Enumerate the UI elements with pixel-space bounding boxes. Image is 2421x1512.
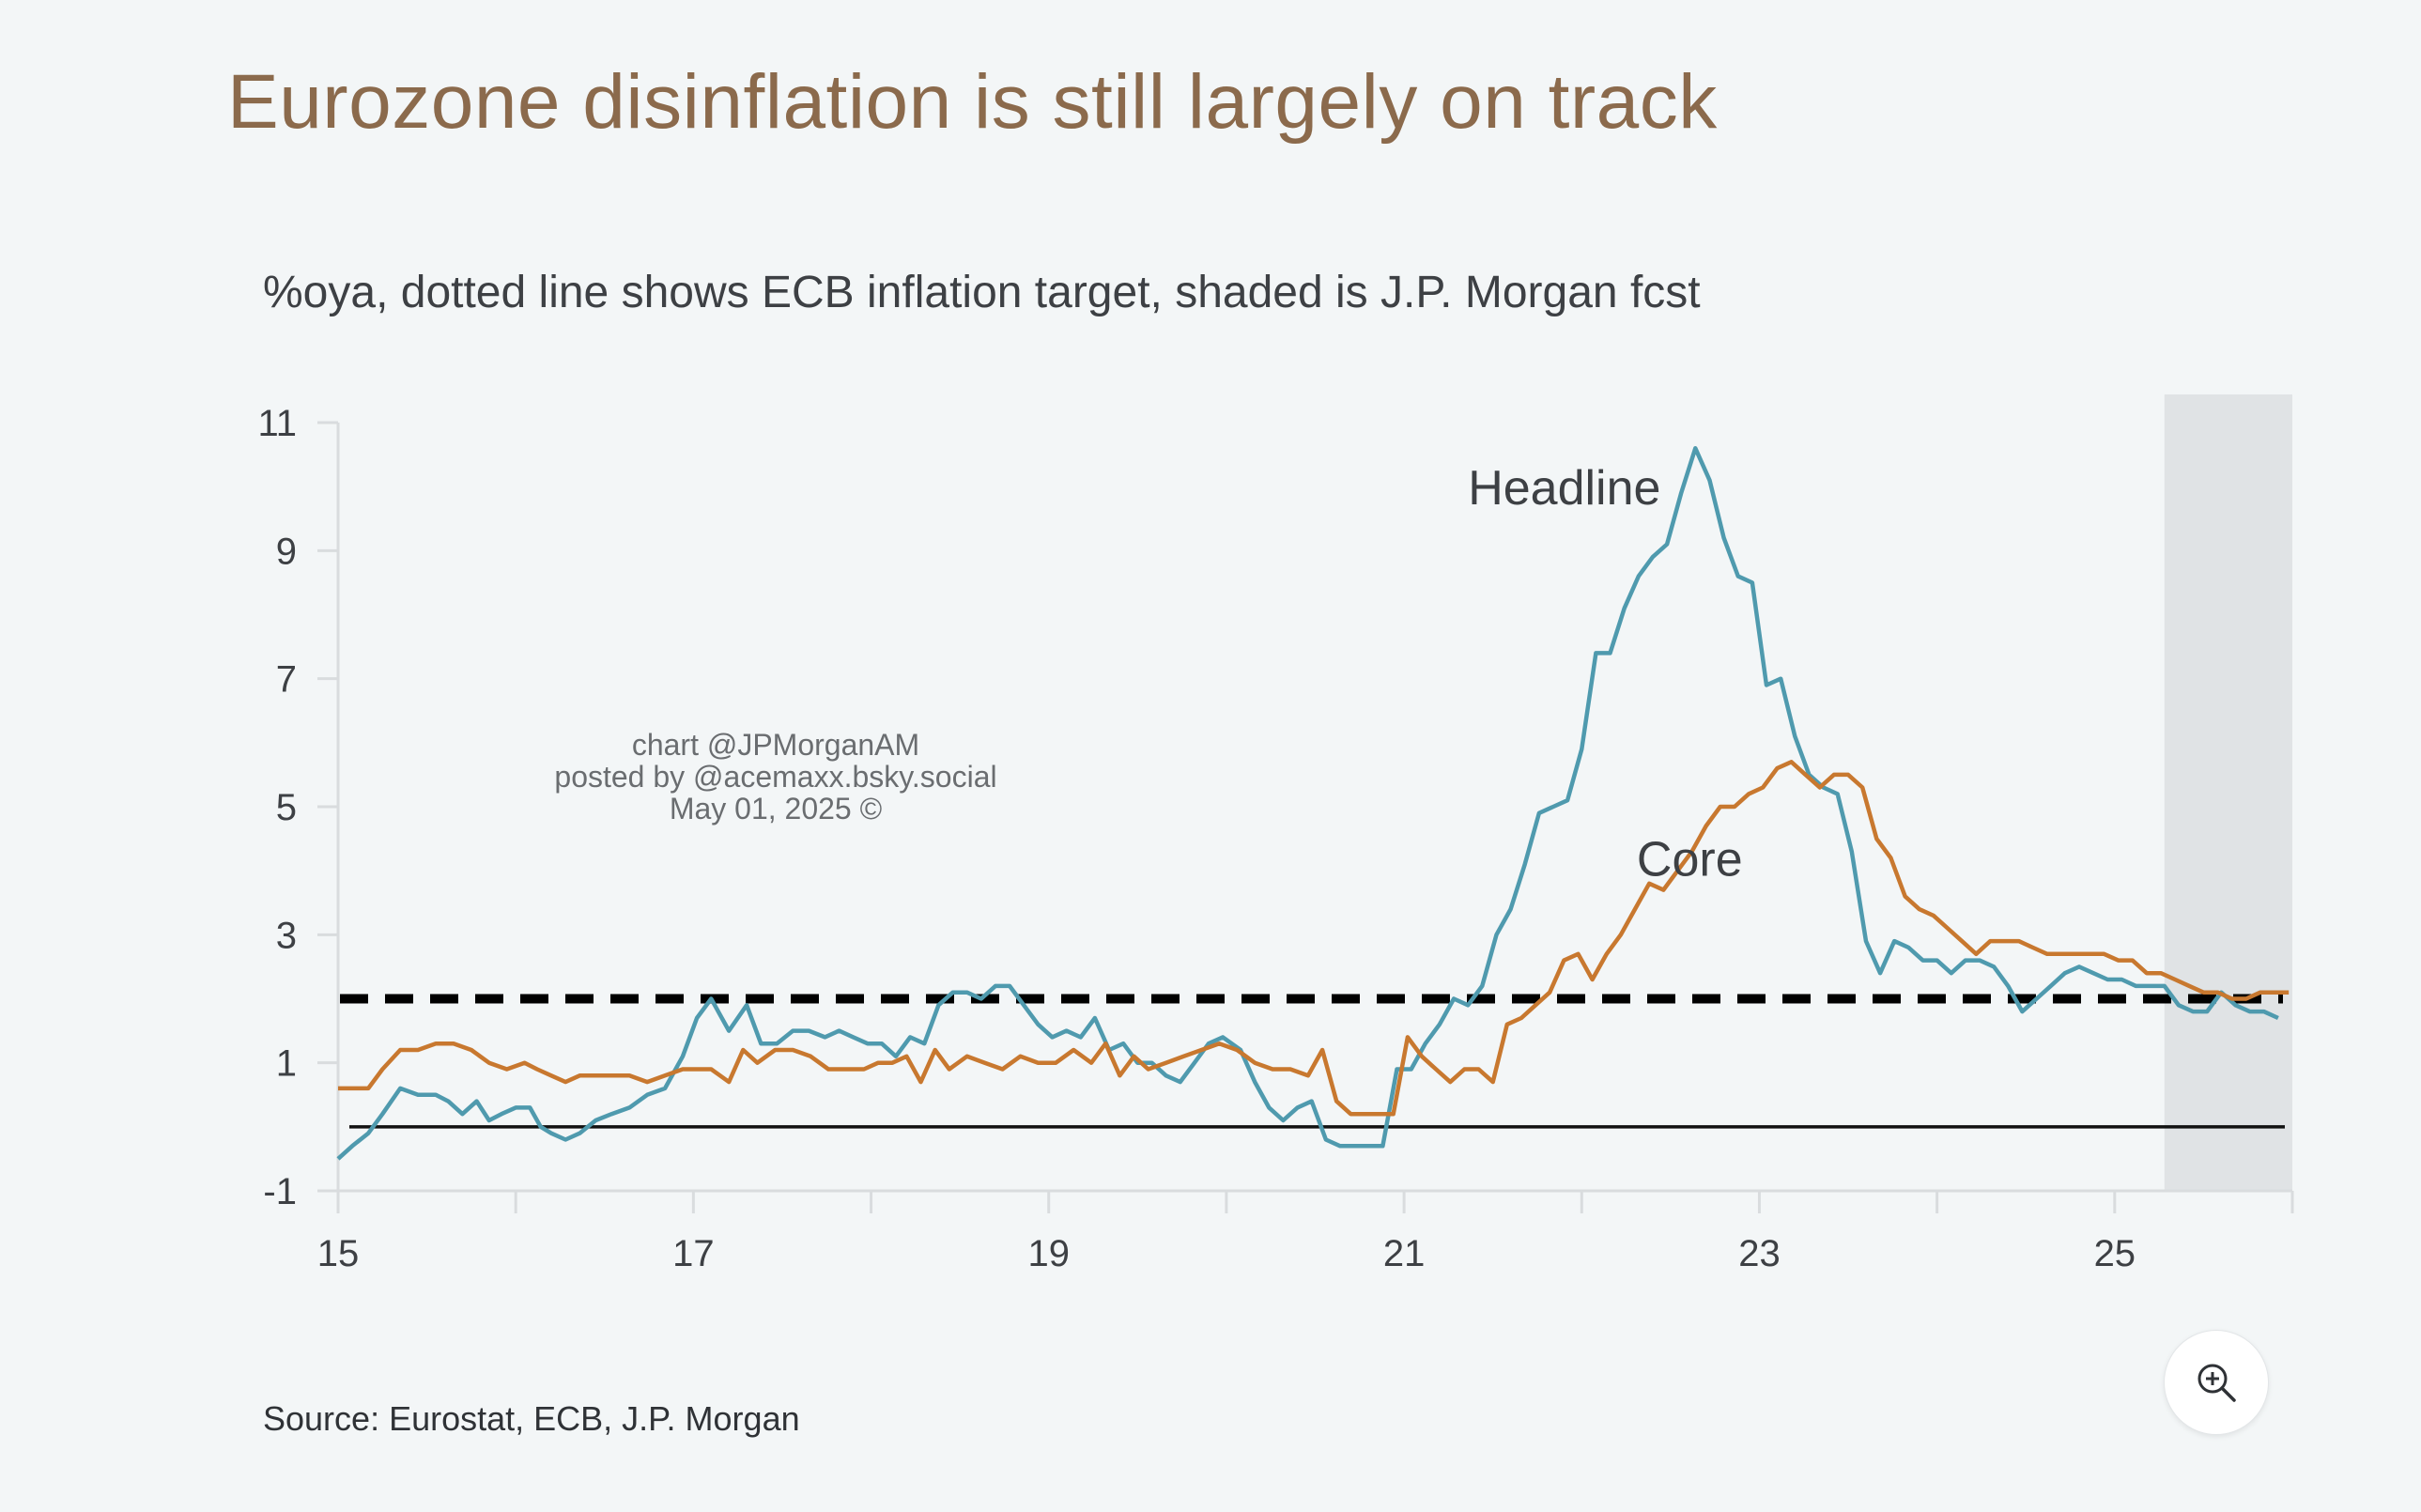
chart-subtitle: %oya, dotted line shows ECB inflation ta… xyxy=(263,268,1701,317)
watermark-line-2: posted by @acemaxx.bsky.social xyxy=(554,760,996,794)
forecast-shade xyxy=(2164,394,2292,1191)
y-tick-label: 11 xyxy=(257,403,297,444)
reference-lines xyxy=(340,994,2285,1129)
x-tick-label: 19 xyxy=(1027,1233,1070,1274)
x-tick-label: 17 xyxy=(672,1233,715,1274)
source-note: Source: Eurostat, ECB, J.P. Morgan xyxy=(263,1399,800,1438)
y-tick-label: -1 xyxy=(263,1171,297,1212)
x-tick-label: 23 xyxy=(1738,1233,1781,1274)
axes: -1 1 3 5 7 9 11 15 17 19 21 23 25 xyxy=(257,403,2294,1274)
forecast-shade-layer xyxy=(2164,394,2292,1191)
zoom-in-icon xyxy=(2197,1364,2236,1402)
series-label-headline: Headline xyxy=(1468,461,1660,516)
watermark-line-1: chart @JPMorganAM xyxy=(632,728,919,762)
y-tick-label: 3 xyxy=(276,915,297,956)
x-tick-label: 25 xyxy=(2094,1233,2136,1274)
y-tick-label: 7 xyxy=(276,659,297,701)
page-title: Eurozone disinflation is still largely o… xyxy=(227,59,1718,145)
series-line-headline xyxy=(336,446,2279,1161)
y-tick-label: 5 xyxy=(276,787,297,828)
y-tick-label: 9 xyxy=(276,531,297,572)
series-label-core: Core xyxy=(1637,832,1743,887)
zoom-button[interactable] xyxy=(2164,1330,2269,1435)
series-line-core xyxy=(338,760,2290,1117)
watermark: chart @JPMorganAM posted by @acemaxx.bsk… xyxy=(554,728,996,825)
x-tick-label: 15 xyxy=(317,1233,360,1274)
watermark-line-3: May 01, 2025 © xyxy=(670,792,883,825)
chart-labels: Headline Core xyxy=(1468,461,1742,887)
series-lines xyxy=(336,446,2290,1161)
y-tick-label: 1 xyxy=(276,1043,297,1085)
x-tick-label: 21 xyxy=(1383,1233,1426,1274)
